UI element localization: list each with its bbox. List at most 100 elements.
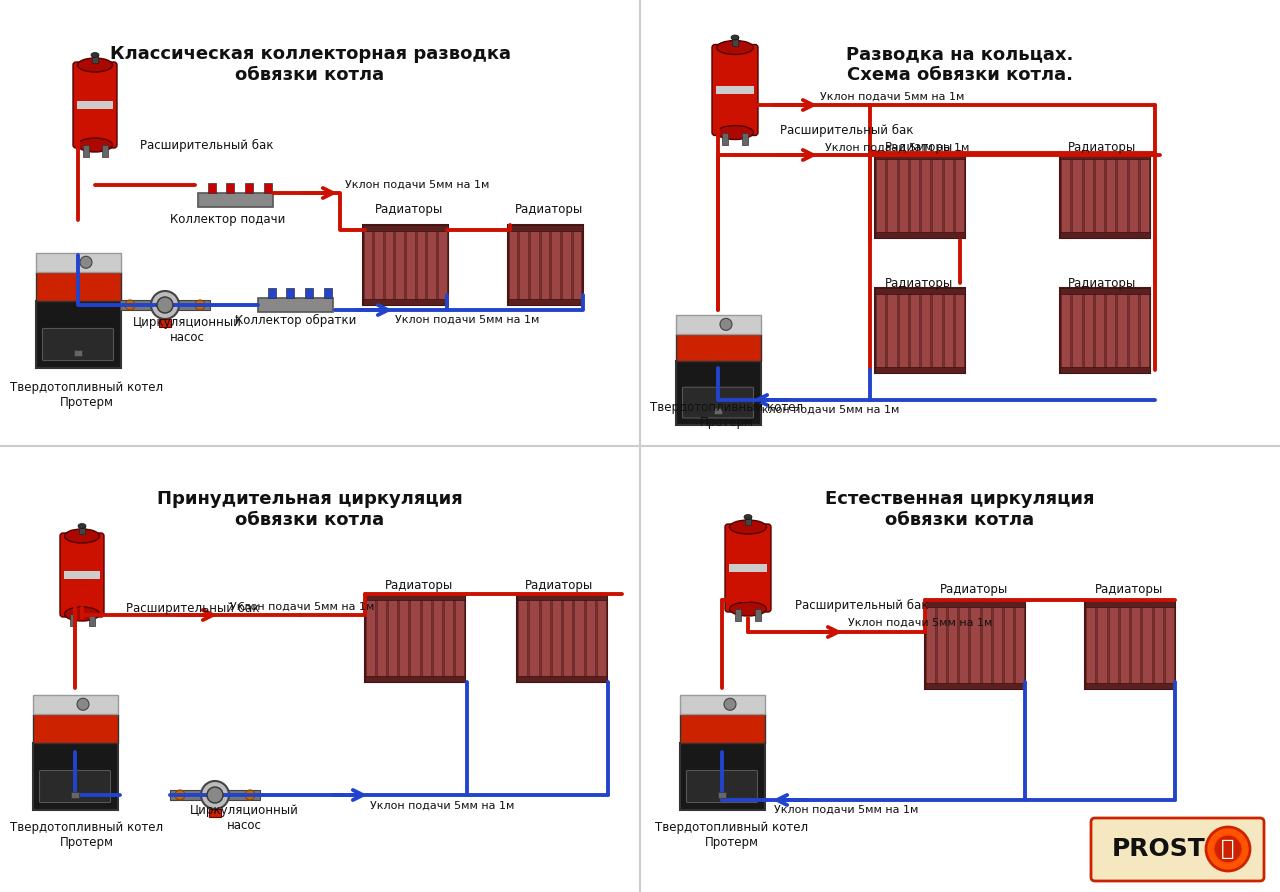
Bar — [937, 604, 946, 686]
Text: Принудительная циркуляция
обвязки котла: Принудительная циркуляция обвязки котла — [157, 490, 463, 529]
Bar — [562, 228, 571, 302]
Circle shape — [719, 318, 732, 330]
Bar — [1060, 367, 1149, 373]
Text: Уклон подачи 5мм на 1м: Уклон подачи 5мм на 1м — [396, 315, 539, 325]
Bar — [520, 228, 527, 302]
Ellipse shape — [717, 40, 754, 54]
Bar — [32, 743, 118, 810]
Bar — [1106, 291, 1115, 369]
FancyBboxPatch shape — [724, 524, 771, 612]
Bar — [887, 291, 896, 369]
Circle shape — [724, 698, 736, 710]
Bar — [411, 597, 420, 679]
Text: Радиаторы: Радиаторы — [525, 579, 593, 591]
FancyBboxPatch shape — [73, 62, 116, 148]
Ellipse shape — [78, 138, 113, 152]
Bar — [1083, 291, 1093, 369]
Circle shape — [244, 790, 255, 800]
Bar — [244, 183, 253, 193]
Bar — [1060, 153, 1149, 159]
Bar — [399, 597, 408, 679]
Bar — [159, 319, 172, 327]
Bar — [507, 225, 582, 305]
Bar — [680, 743, 764, 810]
Bar — [680, 695, 764, 714]
Bar — [943, 155, 952, 235]
Bar — [74, 350, 82, 356]
Text: Уклон подачи 5мм на 1м: Уклон подачи 5мм на 1м — [230, 602, 374, 612]
Bar — [32, 714, 118, 743]
Bar — [82, 145, 88, 157]
Bar — [1139, 155, 1149, 235]
Bar — [876, 153, 965, 237]
Bar — [324, 288, 332, 298]
Bar — [948, 604, 957, 686]
Bar — [1165, 604, 1174, 686]
Text: Циркуляционный
насос: Циркуляционный насос — [189, 804, 298, 832]
Bar — [305, 288, 314, 298]
FancyBboxPatch shape — [60, 533, 104, 617]
Bar — [365, 594, 465, 682]
Bar — [64, 571, 100, 579]
Bar — [287, 288, 294, 298]
Bar — [209, 809, 221, 817]
Bar — [922, 291, 931, 369]
Bar — [1085, 683, 1175, 689]
Circle shape — [201, 781, 229, 809]
Bar — [1083, 155, 1093, 235]
Bar — [1129, 291, 1138, 369]
Bar — [378, 597, 387, 679]
Bar — [36, 301, 120, 368]
Bar — [755, 609, 762, 621]
Bar — [1139, 291, 1149, 369]
Text: PROSTO: PROSTO — [1112, 837, 1228, 861]
Text: Расширительный бак: Расширительный бак — [780, 123, 914, 136]
Bar — [517, 594, 607, 682]
Circle shape — [207, 787, 223, 803]
Bar — [876, 155, 886, 235]
Bar — [36, 272, 120, 301]
Bar — [362, 225, 448, 305]
Text: Твердотопливный котел
Протерм: Твердотопливный котел Протерм — [10, 821, 163, 849]
Bar — [374, 228, 383, 302]
Bar — [444, 597, 453, 679]
Bar — [268, 288, 275, 298]
Circle shape — [151, 291, 179, 319]
Circle shape — [77, 698, 90, 710]
Text: Расширительный бак: Расширительный бак — [125, 601, 260, 615]
Bar — [993, 604, 1002, 686]
Text: Разводка на кольцах.
Схема обвязки котла.: Разводка на кольцах. Схема обвязки котла… — [846, 45, 1074, 84]
Bar — [943, 291, 952, 369]
Text: Радиаторы: Радиаторы — [884, 142, 954, 154]
Bar — [197, 193, 273, 207]
Bar — [680, 714, 764, 743]
Bar — [77, 101, 113, 109]
Bar — [922, 155, 931, 235]
Bar — [925, 601, 1025, 689]
Bar — [1060, 287, 1149, 373]
Text: Классическая коллекторная разводка
обвязки котла: Классическая коллекторная разводка обвяз… — [110, 45, 511, 84]
Bar — [364, 228, 372, 302]
Bar — [716, 86, 754, 94]
Bar — [899, 291, 908, 369]
Bar — [1015, 604, 1024, 686]
Bar — [876, 287, 965, 373]
Ellipse shape — [731, 35, 739, 40]
Text: Уклон подачи 5мм на 1м: Уклон подачи 5мм на 1м — [826, 143, 969, 153]
Bar — [227, 183, 234, 193]
Bar — [69, 614, 76, 626]
Text: Радиаторы: Радиаторы — [515, 203, 584, 217]
Bar — [925, 601, 1025, 607]
Text: Радиаторы: Радиаторы — [884, 277, 954, 290]
Text: Коллектор подачи: Коллектор подачи — [170, 213, 285, 227]
Text: Уклон подачи 5мм на 1м: Уклон подачи 5мм на 1м — [370, 801, 515, 811]
FancyBboxPatch shape — [1091, 818, 1265, 881]
Bar — [1097, 604, 1106, 686]
Bar — [718, 792, 726, 797]
Ellipse shape — [78, 58, 113, 72]
Bar — [1061, 291, 1070, 369]
Bar — [745, 517, 751, 525]
Bar — [207, 183, 215, 193]
Bar — [406, 228, 415, 302]
Bar — [79, 526, 84, 534]
